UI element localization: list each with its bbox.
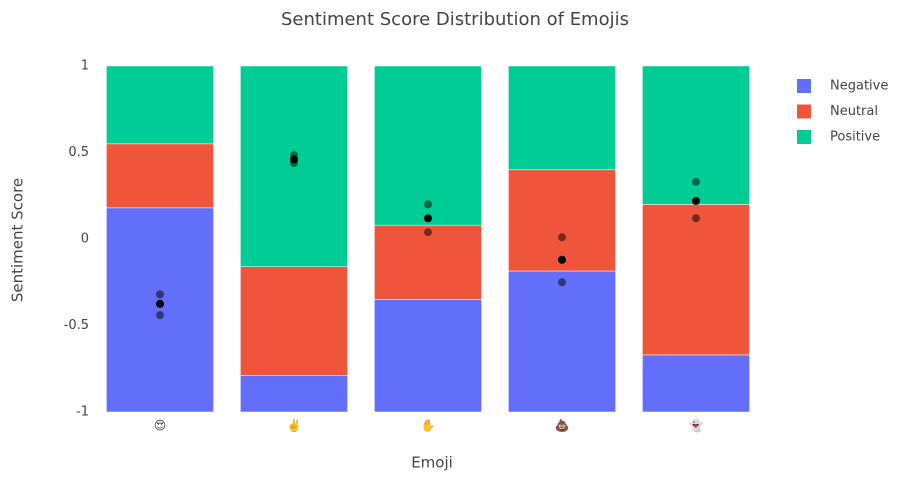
bar-segment <box>508 169 616 272</box>
x-tick-label: 😍 <box>154 419 167 433</box>
y-tick-label: -0.5 <box>64 318 89 333</box>
marker-mean <box>290 155 298 164</box>
chart-title: Sentiment Score Distribution of Emojis <box>281 9 629 30</box>
y-tick-label: 0.5 <box>68 145 89 160</box>
marker-low <box>558 278 566 287</box>
bar-segment <box>374 299 482 413</box>
bar-segment <box>106 143 214 209</box>
bar-segment <box>642 354 750 413</box>
bar-segment <box>642 204 750 356</box>
marker-low <box>424 228 432 237</box>
bar-segment <box>508 270 616 413</box>
y-tick-label: 1 <box>81 59 89 74</box>
marker-mean <box>156 299 164 308</box>
bar-segment <box>240 375 348 413</box>
marker-high <box>558 233 566 242</box>
x-tick-label: 💩 <box>555 419 570 433</box>
legend-swatch <box>797 79 811 93</box>
y-tick-label: -1 <box>76 405 89 420</box>
marker-low <box>692 214 700 223</box>
x-tick-label: ✌️ <box>287 418 302 433</box>
marker-high <box>424 200 432 209</box>
marker-mean <box>424 214 432 223</box>
marker-low <box>156 311 164 320</box>
legend-swatch <box>797 104 811 119</box>
bar-segment <box>106 207 214 413</box>
bar-segment <box>508 65 616 171</box>
y-tick-label: 0 <box>81 232 89 247</box>
marker-high <box>692 177 700 186</box>
x-tick-label: 👻 <box>689 418 704 433</box>
y-axis-label: Sentiment Score <box>9 178 27 302</box>
marker-high <box>156 290 164 299</box>
x-tick-label: ✋ <box>421 419 436 433</box>
bar-segment <box>374 224 482 300</box>
legend-label: Negative <box>830 79 888 94</box>
bar-segment <box>240 266 348 376</box>
marker-mean <box>692 196 700 205</box>
marker-mean <box>558 255 566 264</box>
bar-segment <box>374 65 482 226</box>
x-axis-label: Emoji <box>411 454 453 472</box>
legend-swatch <box>797 130 811 144</box>
bar-segment <box>106 65 214 145</box>
legend-label: Positive <box>830 130 880 145</box>
legend-label: Neutral <box>830 104 878 119</box>
